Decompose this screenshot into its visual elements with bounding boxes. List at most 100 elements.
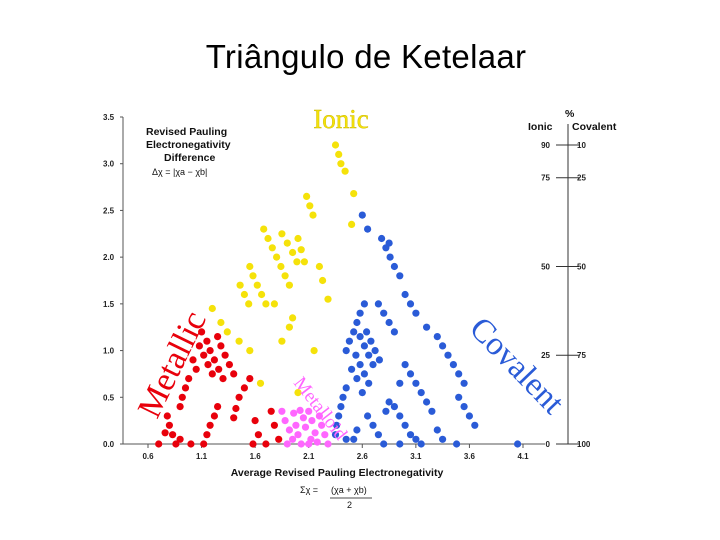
data-points <box>155 141 522 448</box>
metallic-data-point <box>275 435 283 443</box>
ionic-data-point <box>270 300 278 308</box>
covalent-data-point <box>406 370 415 378</box>
covalent-data-point <box>378 234 386 243</box>
slide-title: Triângulo de Ketelaar <box>205 38 527 75</box>
covalent-data-point <box>428 407 436 415</box>
metallic-data-point <box>254 431 262 439</box>
covalent-data-point <box>353 318 361 327</box>
ionic-data-point <box>315 262 323 271</box>
x-formula-lhs: Σχ = <box>300 485 318 495</box>
ionic-data-point <box>208 304 216 313</box>
metallic-data-point <box>208 370 216 378</box>
covalent-data-point <box>356 361 364 369</box>
y-axis-title-line-3: Difference <box>164 152 216 164</box>
ionic-data-point <box>283 239 291 247</box>
ionic-data-point <box>258 290 266 299</box>
metallic-data-point <box>206 347 214 355</box>
covalent-data-point <box>460 379 468 387</box>
y-axis-formula: Δχ = |χa − χb| <box>152 167 207 177</box>
percent-ionic-value: 75 <box>541 174 550 183</box>
ionic-data-point <box>281 272 289 280</box>
metallic-data-point <box>206 421 214 429</box>
metalloid-data-point <box>290 409 298 417</box>
covalent-data-point <box>401 361 409 369</box>
metallic-data-point <box>214 403 222 411</box>
covalent-data-point <box>364 412 372 420</box>
covalent-data-point <box>342 347 350 355</box>
metallic-data-point <box>270 421 278 429</box>
metallic-region-label: Metallic <box>131 305 214 423</box>
metallic-data-point <box>187 440 195 448</box>
metallic-data-point <box>262 440 270 448</box>
metalloid-data-point <box>318 421 326 429</box>
x-tick-label: 2.1 <box>303 452 315 461</box>
metallic-data-point <box>192 365 200 373</box>
y-tick-label: 3.5 <box>103 113 115 122</box>
metalloid-data-point <box>299 414 307 422</box>
covalent-data-point <box>396 440 404 448</box>
metalloid-data-point <box>307 435 315 443</box>
metallic-data-point <box>198 328 206 336</box>
ionic-data-point <box>246 347 254 355</box>
covalent-data-point <box>371 347 379 355</box>
covalent-data-point <box>455 370 463 378</box>
ionic-data-point <box>294 389 302 397</box>
ionic-data-point <box>278 337 286 345</box>
ionic-data-point <box>260 225 268 233</box>
metalloid-data-point <box>311 429 319 437</box>
covalent-data-point <box>363 328 371 336</box>
ionic-data-point <box>294 234 302 243</box>
covalent-data-point <box>350 435 358 443</box>
ionic-data-point <box>324 295 332 303</box>
ionic-data-point <box>335 150 343 158</box>
x-axis-title: Average Revised Pauling Electronegativit… <box>231 467 444 479</box>
metalloid-data-point <box>308 417 316 425</box>
covalent-data-point <box>453 440 461 448</box>
y-axis-title-line-2: Electronegativity <box>146 139 231 151</box>
metallic-data-point <box>230 370 238 378</box>
metallic-data-point <box>181 384 190 392</box>
covalent-data-point <box>385 239 393 247</box>
metalloid-data-point <box>289 435 297 443</box>
ionic-data-point <box>278 230 286 238</box>
metalloid-data-point <box>281 417 289 425</box>
metallic-data-point <box>176 435 184 443</box>
metallic-data-point <box>161 429 169 437</box>
metallic-data-point <box>215 365 223 373</box>
percent-covalent-value: 75 <box>577 351 586 360</box>
metalloid-data-point <box>313 438 321 446</box>
metalloid-data-point <box>305 407 313 415</box>
covalent-data-point <box>382 407 390 415</box>
covalent-data-point <box>348 365 356 373</box>
metalloid-data-point <box>278 407 286 415</box>
covalent-data-point <box>439 342 447 350</box>
metalloid-data-point <box>301 423 310 431</box>
y-tick-label: 0.0 <box>103 440 115 449</box>
covalent-data-point <box>353 426 361 434</box>
metallic-data-point <box>169 431 177 439</box>
metallic-data-point <box>219 375 227 383</box>
metalloid-data-point <box>296 406 304 414</box>
ionic-data-point <box>309 211 317 219</box>
percent-covalent-value: 100 <box>577 440 591 449</box>
ionic-data-point <box>253 281 261 289</box>
covalent-data-point <box>412 309 420 317</box>
y-tick-label: 0.5 <box>103 393 115 402</box>
covalent-data-point <box>423 398 431 406</box>
metallic-data-point <box>203 337 211 345</box>
percent-covalent-value: 50 <box>577 262 586 271</box>
metallic-data-point <box>163 412 171 420</box>
covalent-data-point <box>444 351 452 359</box>
covalent-data-point <box>412 435 420 443</box>
covalent-data-point <box>333 421 341 429</box>
metallic-data-point <box>178 393 186 401</box>
x-formula-numerator: (χa + χb) <box>331 485 367 495</box>
metallic-data-point <box>221 351 229 359</box>
percent-scale-ionic-title: Ionic <box>528 121 553 133</box>
covalent-data-point <box>417 389 425 397</box>
percent-scale-rows: 90 10 75 25 50 50 25 75 0 100 <box>541 141 591 449</box>
percent-scale-header: % <box>565 108 575 120</box>
percent-covalent-value: 25 <box>577 174 586 183</box>
covalent-data-point <box>358 389 366 397</box>
